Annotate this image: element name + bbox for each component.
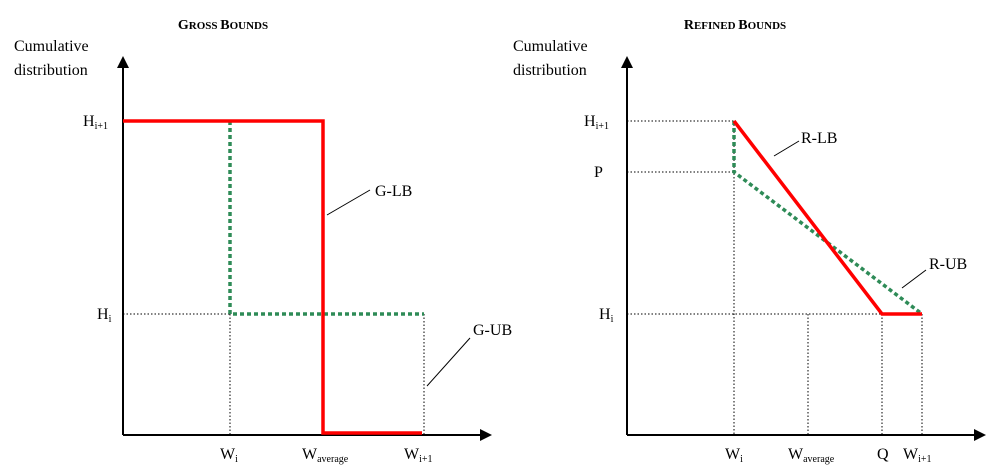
x-tick-w-i1: Wi+1 [404,446,433,465]
y-tick-p: P [594,164,603,181]
guide-lines [123,313,425,435]
r-ub-leader [901,269,927,289]
refined-bounds-panel: REFINED BOUNDS Cumulative distribution R… [513,18,986,465]
gross-bounds-title: GROSS BOUNDS [178,18,268,33]
r-lb-leader [773,140,800,157]
gross-bounds-panel: GROSS BOUNDS Cumulative distribution G-L… [14,18,512,465]
y-tick-h-i: Hi [599,306,614,325]
y-axis-label-line1: Cumulative [14,38,89,55]
guide-lines [627,120,923,435]
g-ub-label: G-UB [473,322,512,339]
x-tick-w-average: Waverage [302,446,349,465]
g-lb-curve [123,119,422,435]
y-axis-label-line2: distribution [14,62,88,79]
y-axis-label-line1: Cumulative [513,38,588,55]
x-tick-q: Q [877,446,889,463]
g-ub-leader [426,337,471,387]
r-ub-curve [732,121,924,316]
g-ub-curve [228,121,424,316]
refined-bounds-title: REFINED BOUNDS [684,18,786,33]
r-ub-label: R-UB [929,256,967,273]
y-axis-label-line2: distribution [513,62,587,79]
x-tick-w-i: Wi [220,446,238,465]
x-tick-w-i: Wi [725,446,743,465]
g-lb-label: G-LB [375,183,412,200]
y-tick-h-i: Hi [97,306,112,325]
x-tick-w-i1: Wi+1 [903,446,932,465]
y-tick-h-i1: Hi+1 [584,113,609,132]
g-lb-leader [326,189,371,216]
r-lb-label: R-LB [801,130,837,147]
x-tick-w-average: Waverage [788,446,835,465]
r-lb-curve [732,119,922,316]
y-tick-h-i1: Hi+1 [83,113,108,132]
